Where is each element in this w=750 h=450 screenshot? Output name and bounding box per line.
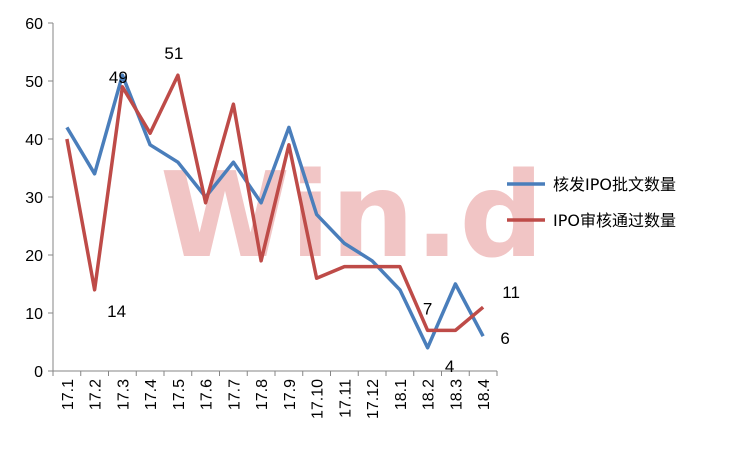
x-tick-label: 17.9 [282, 379, 299, 410]
x-tick-label: 17.2 [88, 379, 105, 410]
y-tick-label: 0 [34, 364, 43, 381]
axes [48, 22, 498, 376]
x-tick-label: 17.4 [143, 379, 160, 410]
data-label: 14 [107, 302, 126, 321]
x-tick-label: 17.5 [171, 379, 188, 410]
x-tick-label: 17.11 [337, 379, 354, 418]
x-tick-label: 17.8 [254, 379, 271, 410]
series-lines [65, 73, 485, 350]
x-tick-label: 18.4 [476, 379, 493, 410]
x-tick-label: 17.10 [310, 379, 327, 419]
y-tick-label: 40 [25, 132, 43, 149]
legend-entry-1: IPO审核通过数量 [553, 211, 676, 230]
y-tick-label: 20 [25, 248, 43, 265]
y-tick-label: 10 [25, 306, 43, 323]
data-label: 51 [164, 44, 183, 63]
series-line-1 [65, 73, 485, 333]
x-tick-label: 17.6 [199, 379, 216, 410]
tick-labels: 0 10 20 30 40 50 60 17.1 17.2 17.3 17.4 17.5 17.6 17.… [25, 16, 493, 419]
data-label: 49 [109, 68, 128, 87]
x-tick-label: 18.2 [421, 379, 438, 410]
legend-entry-0: 核发IPO批文数量 [553, 175, 676, 194]
data-label: 7 [423, 299, 432, 318]
watermark: Win.d [160, 146, 544, 284]
y-tick-label: 60 [25, 16, 43, 33]
x-tick-label: 17.1 [60, 379, 77, 410]
x-tick-label: 17.3 [115, 379, 132, 410]
legend: 核发IPO批文数量 IPO审核通过数量 [507, 175, 676, 230]
x-tick-label: 17.12 [365, 379, 382, 419]
x-tick-label: 18.1 [393, 379, 410, 410]
data-label: 11 [502, 283, 520, 302]
data-label: 6 [500, 329, 509, 348]
x-tick-label: 18.3 [448, 379, 465, 410]
x-tick-label: 17.7 [226, 379, 243, 410]
data-labels: 14 49 51 7 4 11 6 [107, 44, 520, 376]
y-tick-label: 50 [25, 74, 43, 91]
y-tick-label: 30 [25, 190, 43, 207]
data-label: 4 [445, 357, 454, 376]
